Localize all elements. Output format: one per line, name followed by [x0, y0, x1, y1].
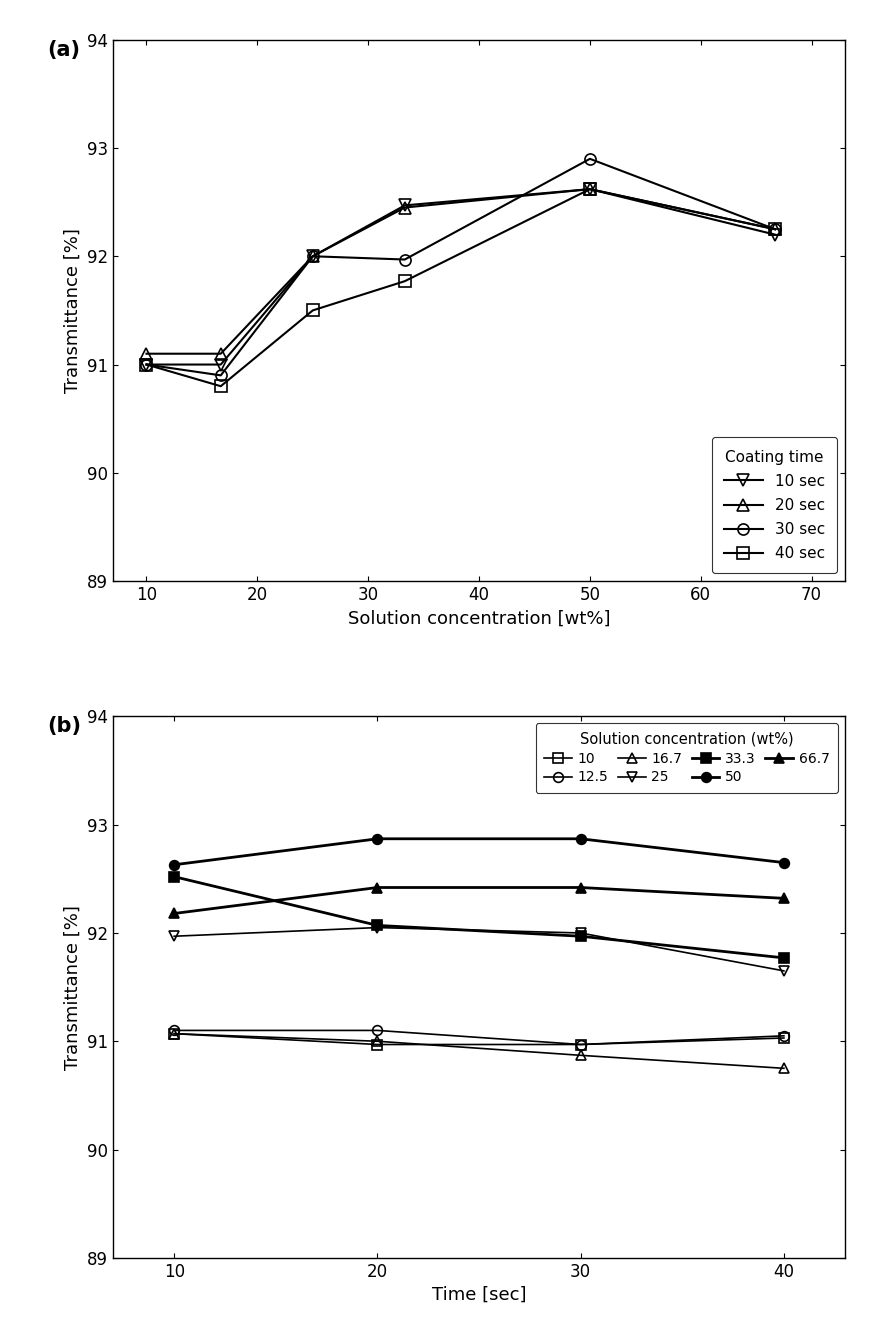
Text: (a): (a): [47, 40, 80, 60]
X-axis label: Solution concentration [wt%]: Solution concentration [wt%]: [348, 609, 611, 628]
Y-axis label: Transmittance [%]: Transmittance [%]: [64, 228, 82, 393]
Legend: 10 sec, 20 sec, 30 sec, 40 sec: 10 sec, 20 sec, 30 sec, 40 sec: [712, 437, 837, 573]
X-axis label: Time [sec]: Time [sec]: [432, 1286, 526, 1304]
Legend: 10, 12.5, 16.7, 25, 33.3, 50, 66.7: 10, 12.5, 16.7, 25, 33.3, 50, 66.7: [536, 723, 838, 793]
Y-axis label: Transmittance [%]: Transmittance [%]: [64, 904, 82, 1070]
Text: (b): (b): [47, 716, 81, 736]
